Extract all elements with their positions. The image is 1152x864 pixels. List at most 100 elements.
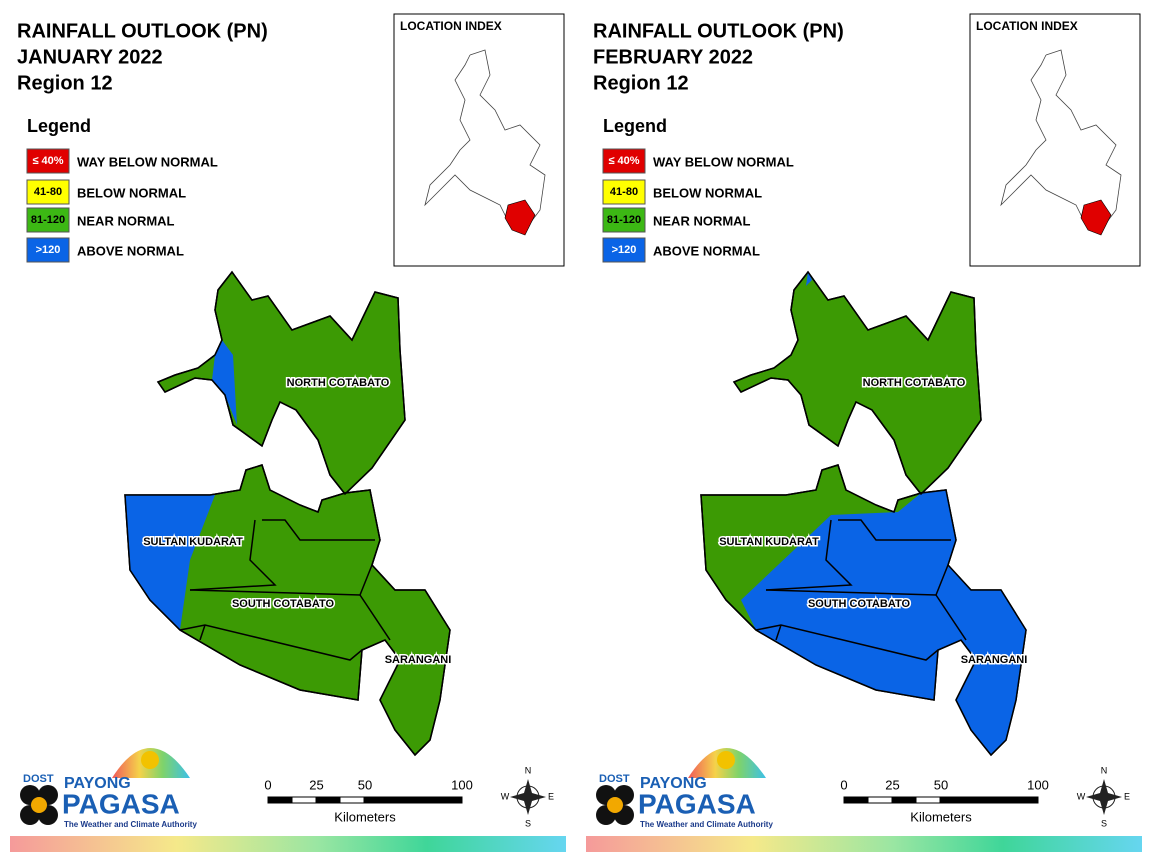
province-label: SULTAN KUDARAT	[143, 536, 243, 548]
legend-range: 81-120	[31, 214, 65, 226]
legend-label: WAY BELOW NORMAL	[77, 154, 218, 169]
legend-swatch	[602, 237, 646, 263]
above-normal-area	[741, 490, 1026, 755]
scale-bar-segment	[939, 796, 1039, 804]
map-title: RAINFALL OUTLOOK (PN)	[17, 20, 268, 42]
map-panel: RAINFALL OUTLOOK (PN) JANUARY 2022 Region …	[10, 13, 566, 852]
legend-swatch	[26, 237, 70, 263]
province-border	[179, 624, 363, 661]
province-border	[359, 594, 391, 641]
legend-swatch	[602, 207, 646, 233]
province-label: NORTH COTABATO	[863, 377, 966, 389]
legend-title: Legend	[27, 116, 91, 136]
compass-label: N	[1101, 765, 1108, 775]
legend-range: ≤ 40%	[32, 155, 63, 167]
legend-label: WAY BELOW NORMAL	[653, 154, 794, 169]
legend-swatch	[26, 148, 70, 174]
location-index-frame	[969, 13, 1141, 267]
province-outline	[156, 270, 406, 496]
color-band	[586, 836, 1142, 852]
scale-bar-segment	[339, 796, 365, 804]
province-outline	[124, 464, 451, 757]
legend-range: 41-80	[610, 186, 638, 198]
map-title: Region 12	[593, 72, 689, 94]
color-band	[10, 836, 566, 852]
legend-label: ABOVE NORMAL	[653, 243, 760, 258]
compass-label: E	[1124, 791, 1130, 801]
scale-bar-segment	[315, 796, 341, 804]
scale-bar-segment	[843, 796, 869, 804]
above-normal-area	[806, 272, 812, 286]
logo-sun	[141, 751, 159, 769]
compass-rose	[1086, 779, 1122, 815]
legend-range: >120	[612, 244, 637, 256]
scale-tick-label: 0	[840, 777, 847, 792]
province-outline	[700, 464, 1027, 757]
scale-bar-segment	[363, 796, 463, 804]
province-label: NORTH COTABATO	[287, 377, 390, 389]
legend-swatch	[26, 207, 70, 233]
scale-tick-label: 25	[309, 777, 323, 792]
logo-pagasa: PAGASA	[638, 788, 756, 819]
scale-tick-label: 100	[1027, 777, 1049, 792]
philippines-outline	[1000, 49, 1122, 231]
logo-tagline: The Weather and Climate Authority	[640, 820, 773, 829]
legend-label: NEAR NORMAL	[653, 213, 751, 228]
compass-label: S	[525, 818, 531, 828]
province-border	[262, 519, 375, 541]
logo-tagline: The Weather and Climate Authority	[64, 820, 197, 829]
scale-tick-label: 0	[264, 777, 271, 792]
scale-tick-label: 100	[451, 777, 473, 792]
logo-center	[31, 797, 47, 813]
province-outline	[732, 270, 982, 496]
philippines-outline	[424, 49, 546, 231]
legend-label: NEAR NORMAL	[77, 213, 175, 228]
above-normal-area	[212, 340, 237, 425]
province-border	[775, 624, 782, 641]
logo-pagasa: PAGASA	[62, 788, 180, 819]
region-highlight	[1080, 199, 1112, 236]
logo-dost: DOST	[599, 773, 630, 785]
legend-range: 41-80	[34, 186, 62, 198]
province-label: SARANGANI	[961, 654, 1028, 666]
province-border	[765, 519, 853, 591]
location-index-title: LOCATION INDEX	[400, 19, 502, 33]
province-label: SARANGANI	[385, 654, 452, 666]
logo-dost: DOST	[23, 773, 54, 785]
legend-label: BELOW NORMAL	[653, 185, 762, 200]
region-highlight	[504, 199, 536, 236]
legend-label: ABOVE NORMAL	[77, 243, 184, 258]
legend-range: 81-120	[607, 214, 641, 226]
compass-label: E	[548, 791, 554, 801]
scale-bar-segment	[267, 796, 293, 804]
province-border	[935, 594, 967, 641]
map-title: JANUARY 2022	[17, 46, 163, 68]
compass-ring	[516, 785, 540, 809]
map-title: RAINFALL OUTLOOK (PN)	[593, 20, 844, 42]
legend-swatch	[602, 148, 646, 174]
compass-label: S	[1101, 818, 1107, 828]
province-border	[755, 624, 939, 661]
legend-label: BELOW NORMAL	[77, 185, 186, 200]
province-label: SULTAN KUDARAT	[719, 536, 819, 548]
compass-label: N	[525, 765, 532, 775]
map-title: Region 12	[17, 72, 113, 94]
legend-swatch	[602, 179, 646, 205]
logo-payong: PAYONG	[640, 775, 707, 792]
map-title: FEBRUARY 2022	[593, 46, 753, 68]
compass-label: W	[1077, 791, 1086, 801]
scale-bar-segment	[867, 796, 893, 804]
compass-ring	[1092, 785, 1116, 809]
province-border	[838, 519, 951, 541]
scale-unit: Kilometers	[334, 809, 396, 824]
legend-range: >120	[36, 244, 61, 256]
scale-unit: Kilometers	[910, 809, 972, 824]
compass-rose	[510, 779, 546, 815]
location-index-frame	[393, 13, 565, 267]
compass-label: W	[501, 791, 510, 801]
legend-swatch	[26, 179, 70, 205]
logo-sun	[717, 751, 735, 769]
legend-range: ≤ 40%	[608, 155, 639, 167]
legend-title: Legend	[603, 116, 667, 136]
